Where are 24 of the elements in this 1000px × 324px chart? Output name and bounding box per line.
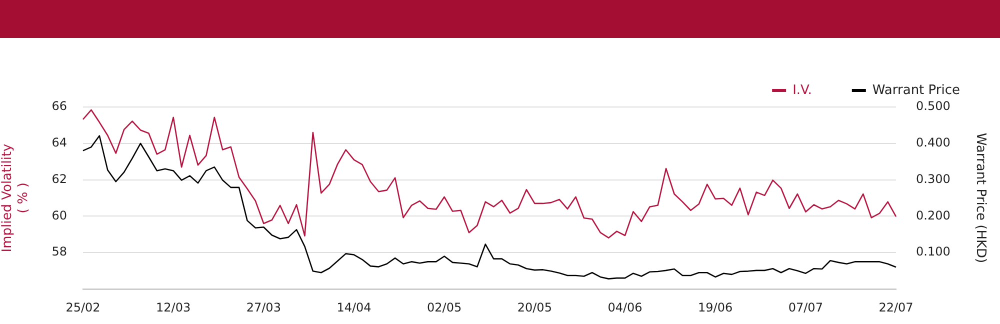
x-tick-label: 25/02 (66, 300, 100, 314)
y-axis-title: Implied Volatility ( % ) (0, 143, 31, 252)
y2-axis-title: Warrant Price (HKD) (972, 132, 988, 264)
legend-label: I.V. (792, 82, 812, 98)
legend-label: Warrant Price (872, 82, 960, 98)
y2-tick-label: 0.100 (916, 244, 950, 259)
y2-tick-label: 0.200 (916, 208, 950, 222)
y-tick-label: 64 (52, 136, 67, 150)
x-tick-label: 19/06 (698, 300, 733, 314)
y-tick-label: 60 (52, 208, 67, 222)
x-tick-label: 12/03 (156, 300, 191, 314)
x-tick-label: 27/03 (246, 300, 281, 314)
x-tick-label: 07/07 (788, 300, 823, 314)
y2-tick-label: 0.300 (916, 172, 950, 186)
y-tick-label: 66 (52, 99, 67, 114)
x-tick-label: 02/05 (427, 300, 462, 314)
x-tick-label: 14/04 (336, 300, 372, 314)
y2-tick-label: 0.500 (916, 99, 950, 114)
x-tick-label: 20/05 (517, 300, 552, 314)
x-tick-label: 04/06 (608, 300, 642, 314)
y-tick-label: 62 (52, 172, 67, 186)
y2-tick-label: 0.400 (916, 136, 950, 150)
y-tick-label: 58 (52, 244, 67, 259)
x-tick-label: 22/07 (878, 300, 914, 314)
